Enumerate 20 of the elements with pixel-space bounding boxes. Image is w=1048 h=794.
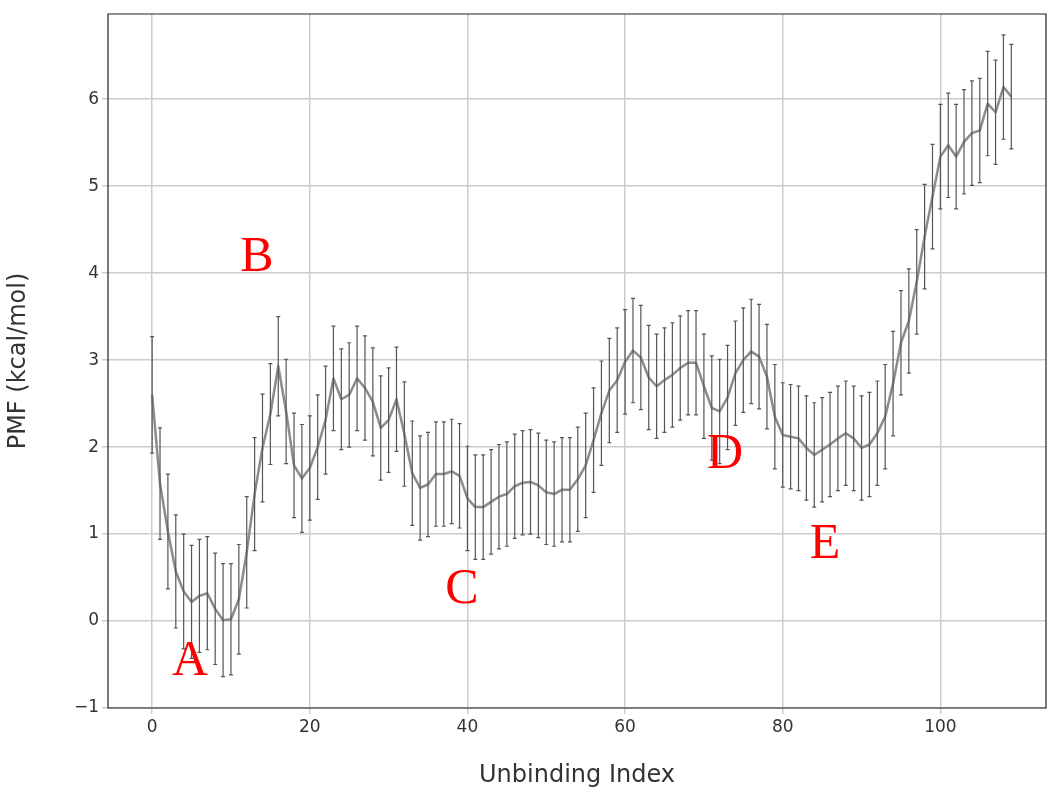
annotation: B — [240, 226, 274, 283]
y-tick-label: 6 — [88, 87, 99, 108]
annotation: E — [809, 513, 841, 570]
y-tick-label: 4 — [88, 261, 99, 282]
y-tick-label: 3 — [88, 348, 99, 369]
y-tick-label: 0 — [88, 609, 99, 630]
y-axis-title: PMF (kcal/mol) — [2, 272, 31, 450]
y-tick-label: 5 — [88, 174, 99, 195]
annotation: C — [445, 558, 479, 615]
x-axis-title: Unbinding Index — [479, 759, 675, 788]
y-tick-label: 2 — [88, 435, 99, 456]
x-tick-label: 80 — [771, 715, 794, 736]
y-tick-label: 1 — [88, 522, 99, 543]
x-tick-label: 100 — [924, 715, 957, 736]
x-tick-label: 20 — [298, 715, 321, 736]
x-tick-label: 60 — [614, 715, 636, 736]
x-tick-label: 0 — [146, 715, 158, 736]
x-tick-label: 40 — [456, 715, 479, 736]
y-tick-label: −1 — [73, 696, 99, 717]
annotation: A — [171, 630, 209, 687]
